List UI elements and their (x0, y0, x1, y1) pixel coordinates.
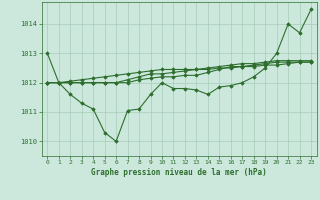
X-axis label: Graphe pression niveau de la mer (hPa): Graphe pression niveau de la mer (hPa) (91, 168, 267, 177)
